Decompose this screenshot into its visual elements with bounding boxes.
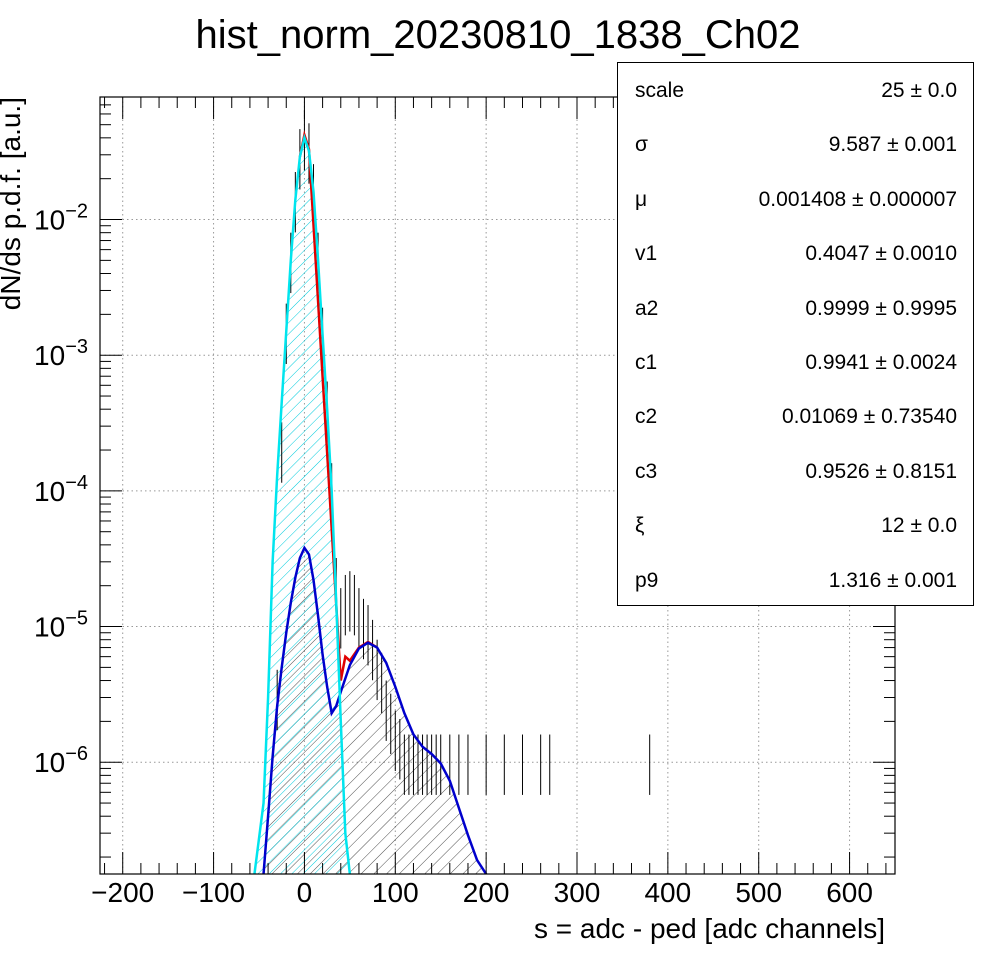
stat-value: 12 ± 0.0 xyxy=(881,514,957,538)
fit-stats-box: scale 25 ± 0.0 σ 9.587 ± 0.001 μ 0.001408 ± 0… xyxy=(617,62,974,606)
x-tick-label: −200 xyxy=(91,877,154,908)
x-tick-label: 500 xyxy=(735,877,782,908)
stat-row: ξ 12 ± 0.0 xyxy=(618,498,973,552)
stat-name: σ xyxy=(635,133,648,157)
stat-name: v1 xyxy=(635,242,658,266)
y-tick-label: 10−6 xyxy=(34,743,88,778)
chart-title: hist_norm_20230810_1838_Ch02 xyxy=(196,13,801,57)
x-tick-label: 600 xyxy=(826,877,873,908)
x-axis-label: s = adc - ped [adc channels] xyxy=(534,913,885,944)
stat-name: scale xyxy=(635,79,685,102)
x-tick-label: −100 xyxy=(182,877,245,908)
y-tick-label: 10−3 xyxy=(34,336,88,371)
stat-row: c2 0.01069 ± 0.73540 xyxy=(618,389,973,443)
stat-row: scale 25 ± 0.0 xyxy=(618,63,973,117)
x-tick-label: 200 xyxy=(463,877,510,908)
y-tick-label: 10−5 xyxy=(34,608,88,643)
x-tick-label: 0 xyxy=(297,877,313,908)
stat-row: σ 9.587 ± 0.001 xyxy=(618,117,973,171)
stat-value: 0.9999 ± 0.9995 xyxy=(805,296,957,320)
stat-value: 0.01069 ± 0.73540 xyxy=(781,405,957,429)
stat-name: μ xyxy=(635,187,648,211)
y-axis-label: dN/ds p.d.f. [a.u.] xyxy=(0,97,26,310)
stat-name: c1 xyxy=(635,351,658,374)
stat-value: 0.4047 ± 0.0010 xyxy=(805,242,957,266)
stat-value: 25 ± 0.0 xyxy=(881,79,957,102)
stat-name: ξ xyxy=(635,514,645,538)
stat-value: 0.001408 ± 0.000007 xyxy=(758,187,957,211)
stat-name: p9 xyxy=(635,568,659,592)
stat-value: 0.9526 ± 0.8151 xyxy=(805,459,957,483)
stat-value: 1.316 ± 0.001 xyxy=(828,568,957,592)
stat-row: a2 0.9999 ± 0.9995 xyxy=(618,281,973,335)
x-tick-label: 100 xyxy=(372,877,419,908)
y-tick-label: 10−2 xyxy=(34,201,88,236)
x-tick-label: 400 xyxy=(644,877,691,908)
stat-name: c2 xyxy=(635,405,658,429)
plot-area xyxy=(253,110,895,874)
y-tick-label: 10−4 xyxy=(34,472,88,507)
stat-row: μ 0.001408 ± 0.000007 xyxy=(618,172,973,226)
stat-row: v1 0.4047 ± 0.0010 xyxy=(618,226,973,280)
pedestal-hatch-fill xyxy=(254,137,350,874)
stat-name: a2 xyxy=(635,296,659,320)
signal-fit-curve xyxy=(262,545,488,874)
stat-value: 9.587 ± 0.001 xyxy=(828,133,957,157)
stat-row: p9 1.316 ± 0.001 xyxy=(618,553,973,607)
pedestal-fit-curve xyxy=(253,133,352,874)
x-tick-label: 300 xyxy=(554,877,601,908)
stat-name: c3 xyxy=(635,459,658,483)
stat-value: 0.9941 ± 0.0024 xyxy=(805,351,957,374)
stat-row: c1 0.9941 ± 0.0024 xyxy=(618,335,973,389)
stat-row: c3 0.9526 ± 0.8151 xyxy=(618,444,973,498)
